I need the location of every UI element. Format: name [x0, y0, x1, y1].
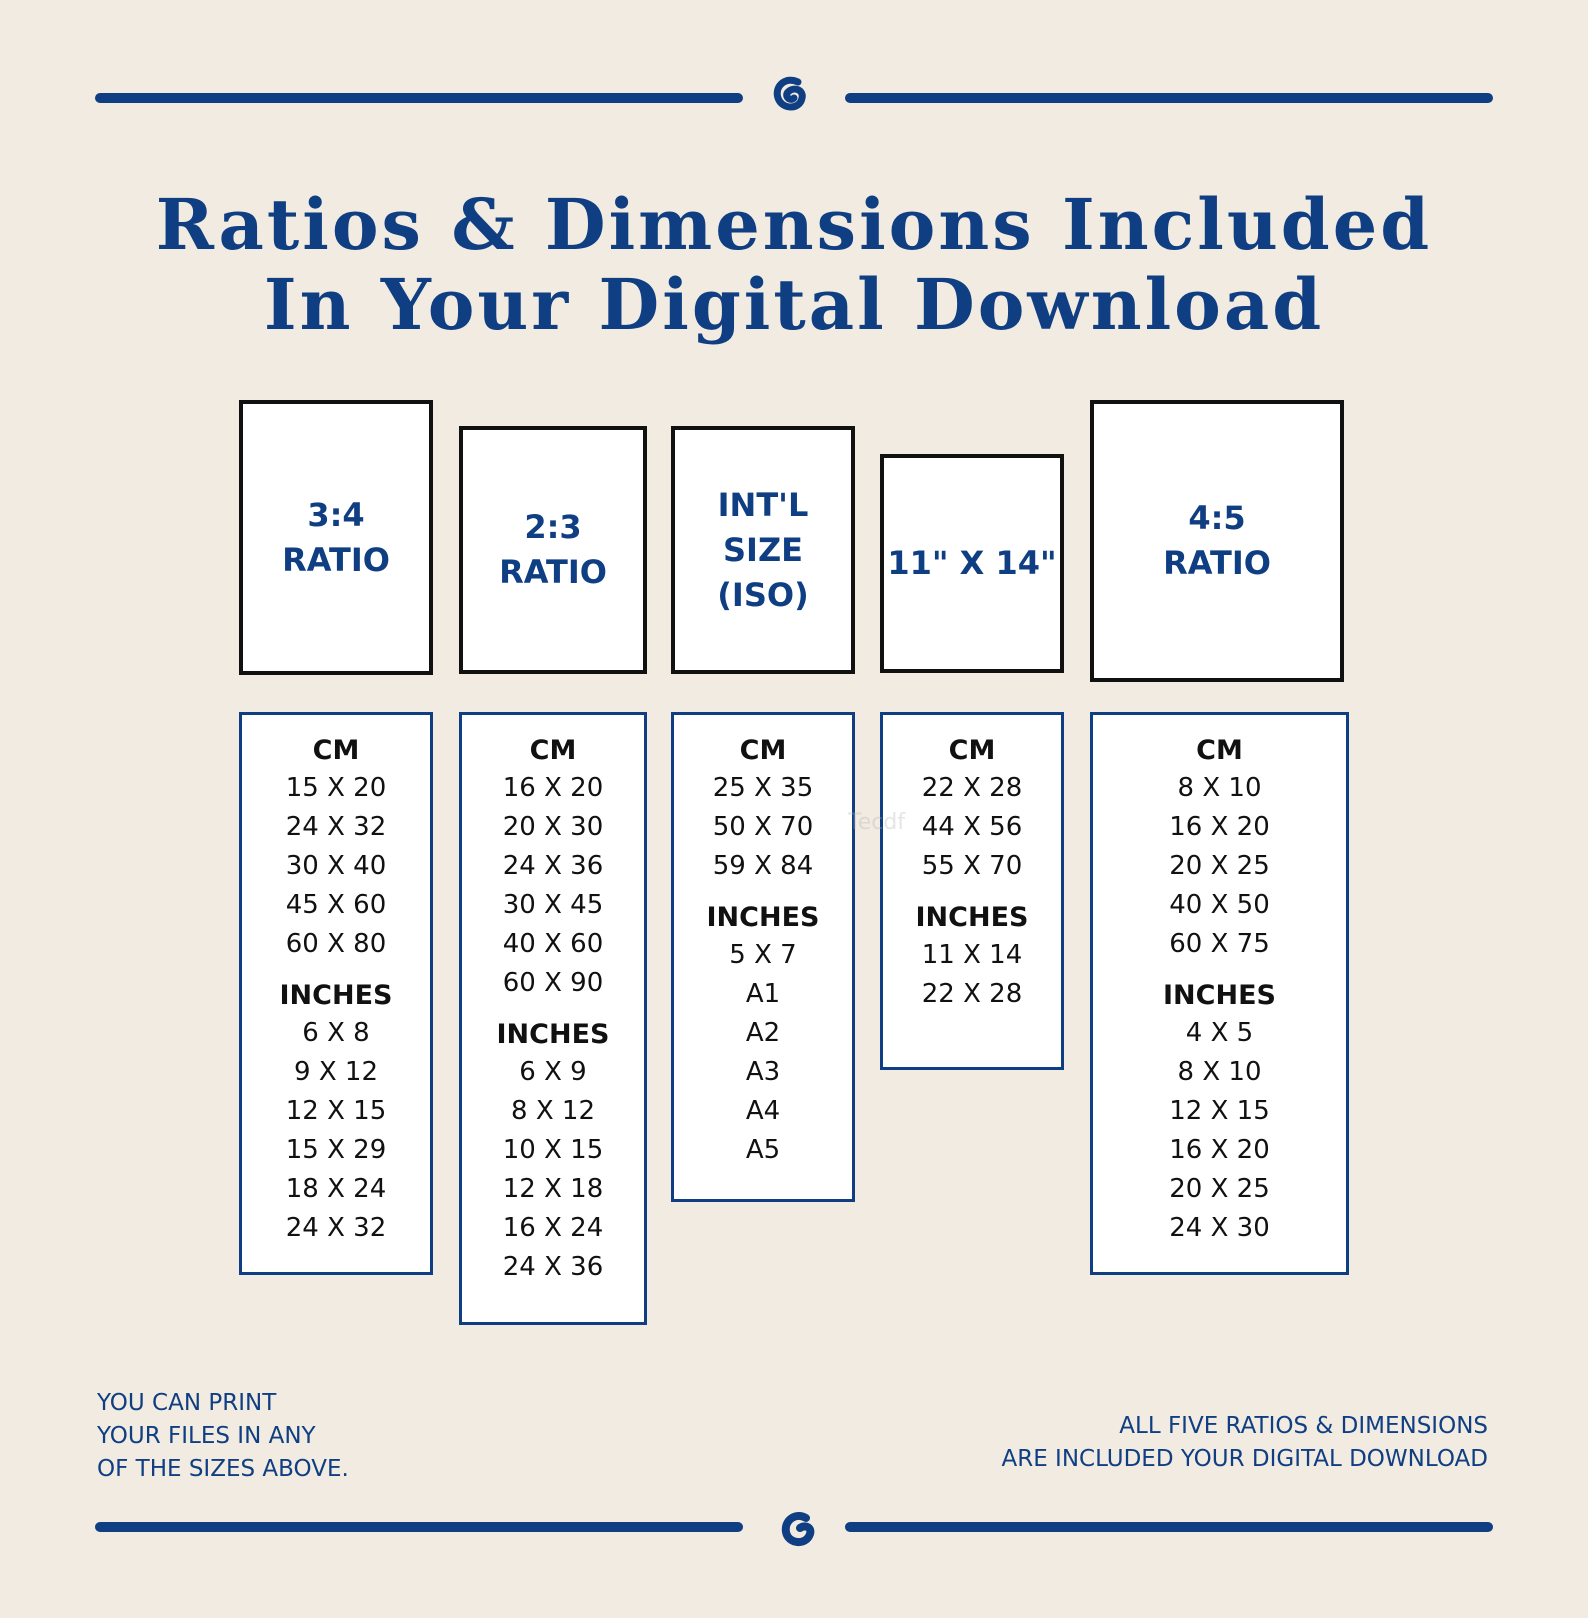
- cm-size: 45 X 60: [285, 890, 387, 920]
- inch-size: 24 X 30: [1169, 1213, 1270, 1243]
- section-gap: [1093, 964, 1346, 978]
- inch-size: 16 X 24: [502, 1213, 604, 1243]
- frame-label: INT'L SIZE (ISO): [717, 485, 809, 614]
- title-line-2: In Your Digital Download: [263, 263, 1325, 346]
- cm-size: 30 X 45: [502, 890, 604, 920]
- inch-size: 16 X 20: [1169, 1135, 1270, 1165]
- cm-size: 20 X 25: [1169, 851, 1270, 881]
- top-rule-left: [95, 93, 743, 103]
- frame-11x14: 11" X 14": [880, 454, 1064, 673]
- inch-size: 6 X 8: [302, 1018, 370, 1048]
- cm-size: 24 X 32: [285, 812, 387, 842]
- section-gap: [462, 1003, 644, 1017]
- cm-size: 16 X 20: [1169, 812, 1270, 842]
- sizes-card: CM 15 X 20 24 X 32 30 X 40 45 X 60 60 X 80 INC…: [239, 712, 433, 1275]
- bottom-rule-left: [95, 1522, 743, 1532]
- cm-size: 22 X 28: [921, 773, 1023, 803]
- cm-size: 25 X 35: [712, 773, 814, 803]
- cm-size: 60 X 80: [285, 929, 387, 959]
- cm-size: 16 X 20: [502, 773, 604, 803]
- cm-heading: CM: [529, 735, 577, 766]
- cm-size: 60 X 75: [1169, 929, 1270, 959]
- cm-size: 24 X 36: [502, 851, 604, 881]
- bottom-rule-right: [845, 1522, 1493, 1532]
- inch-size: 20 X 25: [1169, 1174, 1270, 1204]
- cm-size: 60 X 90: [502, 968, 604, 998]
- note-left-line: OF THE SIZES ABOVE.: [97, 1456, 349, 1482]
- inch-size: 4 X 5: [1185, 1018, 1254, 1048]
- inch-size: A3: [745, 1057, 781, 1087]
- cm-heading: CM: [948, 735, 996, 766]
- inches-heading: INCHES: [279, 980, 393, 1011]
- sizes-card: CM 16 X 20 20 X 30 24 X 36 30 X 45 40 X 60 60 …: [459, 712, 647, 1325]
- inch-size: 6 X 9: [519, 1057, 587, 1087]
- inches-heading: INCHES: [915, 902, 1029, 933]
- note-left-line: YOUR FILES IN ANY: [97, 1423, 316, 1449]
- cm-size: 50 X 70: [712, 812, 814, 842]
- cm-heading: CM: [1196, 735, 1243, 766]
- inch-size: 10 X 15: [502, 1135, 604, 1165]
- frame-label: 11" X 14": [887, 544, 1057, 582]
- swirl-icon: [773, 76, 806, 111]
- frame-2-3-ratio: 2:3 RATIO: [459, 426, 647, 674]
- note-left-line: YOU CAN PRINT: [97, 1390, 277, 1416]
- cm-size: 40 X 50: [1169, 890, 1270, 920]
- inch-size: 18 X 24: [285, 1174, 387, 1204]
- title-line-1: Ratios & Dimensions Included: [155, 183, 1433, 266]
- section-gap: [883, 886, 1061, 900]
- inch-size: 12 X 15: [1169, 1096, 1270, 1126]
- inch-size: A5: [745, 1135, 781, 1165]
- frame-4-5-ratio: 4:5 RATIO: [1090, 400, 1344, 682]
- inches-heading: INCHES: [706, 902, 820, 933]
- cm-size: 15 X 20: [285, 773, 387, 803]
- cm-size: 59 X 84: [712, 851, 814, 881]
- top-rule-right: [845, 93, 1493, 103]
- inch-size: A4: [745, 1096, 781, 1126]
- page-title: Ratios & Dimensions Included In Your Dig…: [0, 185, 1588, 345]
- frame-label: 2:3 RATIO: [499, 508, 607, 591]
- inch-size: 5 X 7: [729, 940, 797, 970]
- inch-size: 12 X 18: [502, 1174, 604, 1204]
- note-right: ALL FIVE RATIOS & DIMENSIONS ARE INCLUDE…: [1001, 1410, 1488, 1476]
- frame-intl-size: INT'L SIZE (ISO): [671, 426, 855, 674]
- sizes-card: CM 8 X 10 16 X 20 20 X 25 40 X 50 60 X 75 INCH…: [1090, 712, 1349, 1275]
- inch-size: 15 X 29: [285, 1135, 387, 1165]
- swirl-icon: [781, 1511, 815, 1546]
- inch-size: 8 X 12: [511, 1096, 595, 1126]
- inch-size: 12 X 15: [285, 1096, 387, 1126]
- frame-label: 3:4 RATIO: [282, 495, 390, 579]
- inch-size: 24 X 32: [285, 1213, 387, 1243]
- section-gap: [674, 886, 852, 900]
- cm-size: 30 X 40: [285, 851, 387, 881]
- cm-size: 44 X 56: [921, 812, 1023, 842]
- cm-heading: CM: [739, 735, 787, 766]
- cm-size: 8 X 10: [1177, 773, 1262, 803]
- cm-size: 55 X 70: [921, 851, 1023, 881]
- sizes-card: CM 22 X 28 44 X 56 55 X 70 INCHES 11 X 14 22 X…: [880, 712, 1064, 1070]
- inches-heading: INCHES: [496, 1019, 610, 1050]
- sizes-card: CM 25 X 35 50 X 70 59 X 84 INCHES 5 X 7 A1 A2 A3…: [671, 712, 855, 1202]
- inch-size: 22 X 28: [921, 979, 1023, 1009]
- inch-size: A1: [745, 979, 781, 1009]
- cm-heading: CM: [312, 735, 360, 766]
- note-right-line: ALL FIVE RATIOS & DIMENSIONS: [1119, 1413, 1488, 1439]
- section-gap: [242, 964, 430, 978]
- inches-heading: INCHES: [1163, 980, 1276, 1011]
- cm-size: 40 X 60: [502, 929, 604, 959]
- inch-size: 9 X 12: [294, 1057, 378, 1087]
- note-right-line: ARE INCLUDED YOUR DIGITAL DOWNLOAD: [1001, 1446, 1488, 1472]
- frame-3-4-ratio: 3:4 RATIO: [239, 400, 433, 675]
- note-left: YOU CAN PRINT YOUR FILES IN ANY OF THE S…: [97, 1387, 349, 1486]
- frame-label: 4:5 RATIO: [1163, 499, 1271, 582]
- cm-size: 20 X 30: [502, 812, 604, 842]
- inch-size: A2: [745, 1018, 781, 1048]
- inch-size: 24 X 36: [502, 1252, 604, 1282]
- watermark: Tecdf: [848, 810, 906, 835]
- inch-size: 11 X 14: [921, 940, 1023, 970]
- inch-size: 8 X 10: [1177, 1057, 1262, 1087]
